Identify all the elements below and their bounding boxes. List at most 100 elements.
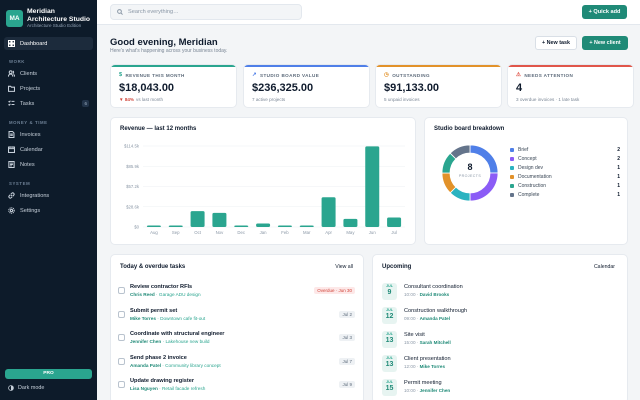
brand-name: Meridian (27, 8, 55, 15)
y-tick-label: $28.6k (126, 204, 140, 209)
event-month: JUL (386, 308, 393, 312)
nav-integrations-label: Integrations (20, 192, 50, 199)
task-checkbox[interactable] (118, 287, 125, 294)
donut-center-value: 8 (467, 162, 473, 172)
upcoming-card: Upcoming Calendar JUL 9 Consultant coordin… (372, 254, 628, 400)
stat-label-text: OUTSTANDING (392, 72, 430, 78)
task-project: Downtown cafe fit-out (160, 315, 206, 321)
nav-notes[interactable]: Notes (4, 158, 93, 171)
task-row[interactable]: Send phase 2 invoice Amanda Patel · Commu… (111, 352, 365, 376)
studio-board-card: Studio board breakdown 8 PROJECTS Brief 2… (424, 117, 628, 245)
task-checkbox[interactable] (118, 381, 125, 388)
x-tick-label: Jun (369, 230, 377, 235)
revenue-bar[interactable] (190, 211, 205, 227)
users-icon (8, 70, 15, 77)
new-task-button[interactable]: + New task (535, 36, 577, 50)
legend-count: 1 (617, 165, 620, 171)
nav-invoices[interactable]: Invoices (4, 128, 93, 141)
event-person: David Brooks (419, 292, 450, 297)
task-title: Review contractor RFIs (130, 284, 193, 290)
nav-tasks-label: Tasks (20, 100, 35, 107)
stat-card: ↗ STUDIO BOARD VALUE $236,325.00 7 active p… (243, 64, 370, 108)
search-input[interactable]: Search everything… (110, 4, 302, 20)
event-row[interactable]: JUL 9 Consultant coordination 10:00 · David… (373, 281, 619, 305)
task-checkbox[interactable] (118, 310, 125, 318)
nav-clients-label: Clients (20, 70, 38, 77)
legend-count: 1 (617, 183, 620, 189)
nav-section-system: SYSTEM (9, 181, 31, 186)
revenue-bar[interactable] (256, 223, 271, 227)
task-checkbox[interactable] (118, 334, 125, 341)
stat-icon: ⚠ (516, 72, 522, 78)
quick-add-button[interactable]: + Quick add (582, 5, 627, 19)
nav-integrations[interactable]: Integrations (4, 189, 93, 202)
revenue-bar[interactable] (146, 225, 161, 228)
task-row[interactable]: Submit permit set Mike Torres · Downtown … (111, 305, 365, 329)
stat-value: 4 (516, 82, 523, 94)
nav-tasks[interactable]: Tasks 6 (4, 97, 93, 110)
brand[interactable]: MA Meridian Architecture Studio Architec… (6, 8, 90, 29)
nav-calendar[interactable]: Calendar (4, 143, 93, 156)
event-time: 10:00 (404, 292, 416, 297)
revenue-bar[interactable] (212, 212, 227, 227)
half-circle-icon (8, 385, 14, 391)
revenue-bar[interactable] (277, 225, 292, 228)
event-row[interactable]: JUL 12 Construction walkthrough 09:00 · Ama… (373, 305, 619, 329)
gear-icon (8, 207, 15, 214)
revenue-bar[interactable] (343, 218, 358, 227)
event-separator: · (415, 364, 420, 369)
event-date-tile: JUL 9 (382, 283, 397, 300)
nav-clients[interactable]: Clients (4, 67, 93, 80)
revenue-bar[interactable] (168, 225, 183, 228)
event-row[interactable]: JUL 15 Permit meeting 10:00 · Jennifer Chen (373, 377, 619, 400)
legend-swatch (510, 157, 514, 161)
event-row[interactable]: JUL 13 Client presentation 12:00 · Mike Tor… (373, 353, 619, 377)
event-separator: · (415, 292, 420, 297)
tasks-view-all-link[interactable]: View all (335, 264, 353, 270)
upcoming-calendar-link[interactable]: Calendar (593, 264, 615, 270)
revenue-bar[interactable] (321, 197, 336, 227)
pro-button[interactable]: PRO (5, 369, 92, 379)
task-project: Community library concept (165, 362, 221, 368)
task-row[interactable]: Update drawing register Lisa Nguyen · Ret… (111, 375, 365, 399)
legend-label: Documentation (518, 174, 552, 180)
legend-item: Brief 2 (510, 147, 620, 153)
brand-name-2: Architecture Studio (27, 15, 91, 23)
dashboard-icon (8, 40, 15, 47)
task-separator: · (155, 315, 161, 321)
task-row[interactable]: Coordinate with structural engineer Jenni… (111, 328, 365, 352)
revenue-bar[interactable] (234, 225, 249, 228)
revenue-bar[interactable] (387, 217, 402, 227)
revenue-bar[interactable] (365, 146, 380, 227)
new-client-button[interactable]: + New client (582, 36, 628, 50)
event-day: 9 (387, 289, 392, 296)
revenue-bar[interactable] (299, 225, 314, 228)
nav-dashboard[interactable]: Dashboard (4, 37, 93, 50)
task-checkbox[interactable] (118, 357, 125, 365)
sidebar: MA Meridian Architecture Studio Architec… (0, 0, 97, 400)
stat-label: $ REVENUE THIS MONTH (119, 72, 185, 78)
legend-swatch (510, 166, 514, 170)
upcoming-title: Upcoming (382, 264, 412, 270)
legend-swatch (510, 193, 514, 197)
task-row[interactable]: Review contractor RFIs Chris Reed · Garag… (111, 281, 365, 305)
task-due-badge: Jul 2 (339, 310, 355, 318)
stat-label-text: STUDIO BOARD VALUE (260, 72, 320, 78)
stat-subtext: ▼ 84% vs last month (119, 97, 163, 102)
stat-trend: ▼ 84% (119, 97, 135, 102)
nav-projects[interactable]: Projects (4, 82, 93, 95)
task-meta: Amanda Patel · Community library concept (130, 363, 221, 368)
task-assignee: Amanda Patel (130, 362, 161, 368)
y-tick-label: $114.5k (124, 144, 140, 149)
nav-settings[interactable]: Settings (4, 204, 93, 217)
event-title: Permit meeting (404, 380, 442, 386)
event-row[interactable]: JUL 13 Site visit 15:00 · Sarah Mitchell (373, 329, 619, 353)
donut-slice[interactable] (449, 144, 471, 160)
stat-sub-text: 5 unpaid invoices (384, 97, 420, 102)
task-separator: · (157, 386, 163, 391)
dark-mode-toggle[interactable]: Dark mode (8, 385, 44, 391)
calendar-icon (8, 146, 15, 153)
x-tick-label: Feb (281, 230, 289, 235)
event-month: JUL (386, 356, 393, 360)
stat-label: ↗ STUDIO BOARD VALUE (252, 72, 319, 78)
